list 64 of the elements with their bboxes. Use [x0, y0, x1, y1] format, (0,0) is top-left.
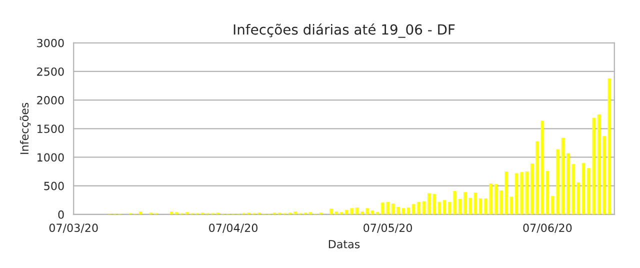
bar: [422, 201, 426, 214]
y-tick-label: 3000: [37, 38, 64, 48]
bar: [334, 212, 338, 214]
y-tick-label: 2500: [37, 67, 64, 76]
bar: [442, 200, 446, 214]
bar: [417, 202, 420, 214]
bar: [406, 208, 410, 214]
bar: [582, 162, 586, 214]
bar: [458, 198, 462, 214]
bar: [386, 202, 390, 214]
x-tick-label: 07/05/20: [364, 224, 412, 233]
bar: [494, 184, 498, 214]
y-tick-label: 1000: [38, 153, 64, 162]
bar: [592, 118, 596, 214]
bar: [463, 192, 467, 214]
y-tick-label: 0: [58, 210, 64, 219]
y-axis-title: Infecções: [20, 102, 31, 154]
bar: [587, 168, 590, 214]
bar: [525, 172, 528, 214]
y-tick-label: 2000: [37, 96, 64, 104]
bar: [391, 204, 394, 214]
bar: [597, 114, 600, 214]
bar: [536, 141, 539, 214]
y-tick-label: 500: [44, 182, 64, 190]
bar: [572, 164, 575, 214]
bar: [366, 208, 369, 214]
x-tick-label: 07/03/20: [49, 224, 98, 233]
bar: [504, 172, 508, 214]
chart-title: Infecções diárias até 19_06 - DF: [234, 23, 455, 38]
bar: [438, 202, 441, 214]
bar: [381, 202, 384, 214]
bar: [453, 190, 456, 214]
bar: [500, 190, 503, 214]
bar: [355, 208, 358, 214]
bar: [350, 208, 354, 214]
bar: [474, 192, 477, 214]
bar: [551, 196, 554, 214]
bar: [561, 138, 564, 214]
bar: [427, 193, 431, 214]
bar: [608, 78, 611, 214]
bar: [602, 136, 606, 214]
x-tick-label: 07/06/20: [523, 224, 572, 233]
y-tick-label: 1500: [38, 124, 64, 134]
bar: [520, 172, 524, 214]
bar: [489, 184, 492, 214]
bar: [432, 194, 436, 214]
bar: [576, 182, 580, 214]
bar: [510, 196, 513, 214]
bar: [546, 170, 549, 214]
x-axis-title: Datas: [328, 240, 360, 248]
bar: [540, 120, 544, 214]
bar: [566, 153, 570, 214]
bar: [468, 198, 472, 214]
bar: [412, 204, 416, 214]
bar: [514, 173, 518, 214]
bar: [530, 164, 534, 214]
bar: [478, 198, 482, 214]
bar: [484, 198, 488, 214]
bar: [448, 202, 452, 214]
bar: [556, 149, 560, 214]
bar: [330, 208, 333, 214]
x-tick-label: 07/04/20: [209, 224, 258, 233]
bar: [396, 206, 400, 214]
bar: [402, 208, 405, 214]
